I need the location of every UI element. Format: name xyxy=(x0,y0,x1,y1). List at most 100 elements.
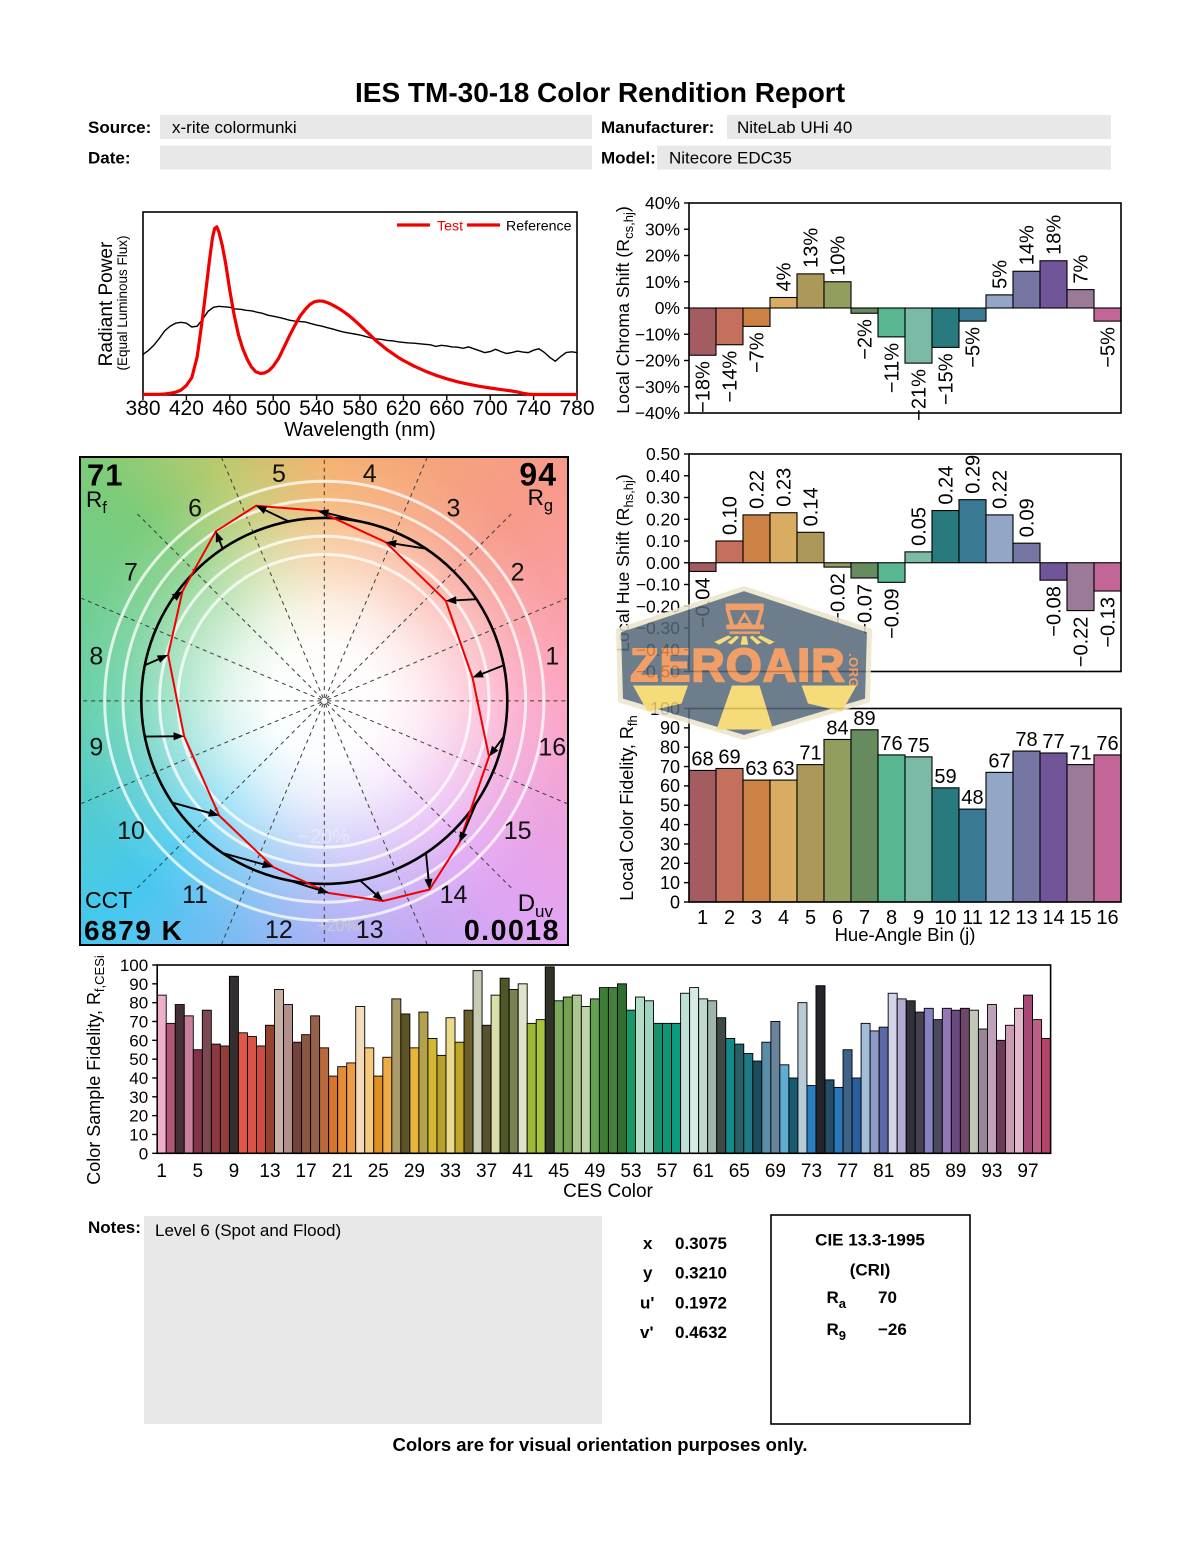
svg-text:14%: 14% xyxy=(1017,225,1039,265)
svg-text:780: 780 xyxy=(559,397,594,420)
svg-text:3: 3 xyxy=(751,907,762,929)
svg-text:CCT: CCT xyxy=(85,887,132,913)
svg-text:−0.10: −0.10 xyxy=(636,575,681,595)
svg-text:0.10: 0.10 xyxy=(720,496,742,535)
svg-text:Wavelength (nm): Wavelength (nm) xyxy=(284,419,436,441)
svg-text:−18%: −18% xyxy=(693,361,715,413)
svg-text:50: 50 xyxy=(129,1050,148,1069)
svg-text:10%: 10% xyxy=(645,272,680,292)
svg-text:5: 5 xyxy=(805,907,816,929)
svg-text:4: 4 xyxy=(778,907,789,929)
svg-text:v': v' xyxy=(640,1323,654,1342)
svg-text:−11%: −11% xyxy=(882,343,904,393)
svg-text:40: 40 xyxy=(129,1069,148,1088)
svg-text:78: 78 xyxy=(1015,729,1037,751)
svg-text:−10%: −10% xyxy=(635,324,680,344)
svg-text:49: 49 xyxy=(584,1161,605,1182)
svg-text:0.20: 0.20 xyxy=(646,509,680,529)
svg-text:0.3210: 0.3210 xyxy=(675,1264,727,1283)
svg-text:.ORG: .ORG xyxy=(846,653,861,688)
svg-text:0%: 0% xyxy=(655,298,680,318)
svg-text:Local Color Fidelity, Rfh: Local Color Fidelity, Rfh xyxy=(617,715,640,901)
svg-text:0.05: 0.05 xyxy=(909,507,931,546)
svg-text:+20%: +20% xyxy=(317,918,358,935)
svg-text:Manufacturer:: Manufacturer: xyxy=(601,118,714,137)
svg-text:740: 740 xyxy=(516,397,551,420)
svg-text:94: 94 xyxy=(519,457,557,493)
svg-text:5: 5 xyxy=(272,460,286,488)
svg-text:Nitecore EDC35: Nitecore EDC35 xyxy=(669,149,792,168)
svg-text:14: 14 xyxy=(1042,907,1064,929)
svg-text:Model:: Model: xyxy=(601,149,656,168)
svg-text:580: 580 xyxy=(342,397,377,420)
svg-text:69: 69 xyxy=(718,747,740,769)
svg-text:x-rite colormunki: x-rite colormunki xyxy=(172,118,297,137)
svg-text:1: 1 xyxy=(697,907,708,929)
svg-text:11: 11 xyxy=(182,881,208,909)
svg-text:13: 13 xyxy=(356,916,384,944)
svg-text:8: 8 xyxy=(886,907,897,929)
svg-text:9: 9 xyxy=(229,1161,240,1182)
svg-text:97: 97 xyxy=(1017,1161,1038,1182)
svg-text:84: 84 xyxy=(826,718,848,740)
svg-text:0.30: 0.30 xyxy=(646,488,680,508)
svg-text:20: 20 xyxy=(129,1107,148,1126)
svg-text:0.1972: 0.1972 xyxy=(675,1293,727,1312)
svg-text:8: 8 xyxy=(89,643,103,671)
svg-text:18%: 18% xyxy=(1044,215,1066,255)
svg-text:x: x xyxy=(643,1234,653,1253)
svg-text:59: 59 xyxy=(934,766,956,788)
svg-text:75: 75 xyxy=(907,735,929,757)
svg-text:11: 11 xyxy=(962,907,983,929)
svg-text:30: 30 xyxy=(660,834,680,854)
svg-text:67: 67 xyxy=(988,750,1010,772)
svg-text:7: 7 xyxy=(859,907,870,929)
svg-text:Notes:: Notes: xyxy=(88,1218,141,1237)
svg-text:12: 12 xyxy=(988,907,1010,929)
svg-text:4%: 4% xyxy=(774,262,796,291)
svg-text:80: 80 xyxy=(129,994,148,1013)
svg-text:37: 37 xyxy=(476,1161,497,1182)
svg-text:660: 660 xyxy=(429,397,464,420)
svg-text:y: y xyxy=(643,1264,653,1283)
svg-text:10: 10 xyxy=(129,1125,148,1144)
svg-text:Level 6 (Spot and Flood): Level 6 (Spot and Flood) xyxy=(155,1221,341,1240)
svg-text:21: 21 xyxy=(332,1161,353,1182)
svg-text:R9: R9 xyxy=(826,1320,846,1343)
svg-text:93: 93 xyxy=(981,1161,1002,1182)
svg-text:40%: 40% xyxy=(645,193,680,213)
svg-text:89: 89 xyxy=(853,708,875,730)
svg-text:Ra: Ra xyxy=(826,1288,846,1311)
svg-text:0.22: 0.22 xyxy=(990,470,1012,509)
svg-text:0.00: 0.00 xyxy=(646,553,680,573)
svg-text:−26: −26 xyxy=(878,1320,907,1339)
svg-text:61: 61 xyxy=(693,1161,714,1182)
svg-text:71: 71 xyxy=(87,458,123,493)
svg-text:85: 85 xyxy=(909,1161,930,1182)
svg-text:7%: 7% xyxy=(1071,254,1093,283)
svg-text:2: 2 xyxy=(511,559,525,587)
svg-text:−15%: −15% xyxy=(936,353,958,405)
svg-text:Colors are for visual orientat: Colors are for visual orientation purpos… xyxy=(393,1434,808,1455)
svg-text:68: 68 xyxy=(691,748,713,770)
svg-text:6: 6 xyxy=(832,907,843,929)
svg-text:81: 81 xyxy=(873,1161,894,1182)
svg-text:Hue-Angle Bin (j): Hue-Angle Bin (j) xyxy=(835,924,976,945)
svg-text:0.23: 0.23 xyxy=(774,468,796,507)
svg-text:CES Color: CES Color xyxy=(563,1181,653,1202)
svg-text:500: 500 xyxy=(256,397,291,420)
svg-text:−0.07: −0.07 xyxy=(855,584,877,635)
svg-text:0.24: 0.24 xyxy=(936,466,958,505)
svg-text:0.50: 0.50 xyxy=(646,444,680,464)
svg-text:0.3075: 0.3075 xyxy=(675,1234,727,1253)
svg-text:13: 13 xyxy=(259,1161,280,1182)
svg-text:13: 13 xyxy=(1015,907,1037,929)
svg-text:Radiant Power: Radiant Power xyxy=(96,241,117,366)
svg-text:9: 9 xyxy=(913,907,924,929)
svg-text:90: 90 xyxy=(129,975,148,994)
svg-text:25: 25 xyxy=(368,1161,389,1182)
svg-text:460: 460 xyxy=(212,397,247,420)
svg-text:540: 540 xyxy=(299,397,334,420)
svg-text:60: 60 xyxy=(660,776,680,796)
svg-text:77: 77 xyxy=(837,1161,858,1182)
